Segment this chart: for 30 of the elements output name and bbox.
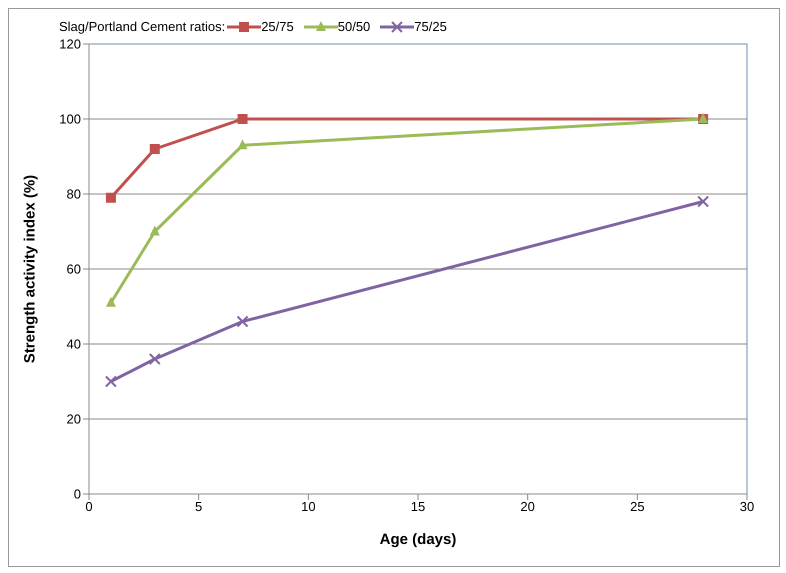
y-tick-label: 80 [66,186,81,202]
x-tick-label: 15 [410,499,426,514]
y-axis-title: Strength activity index (%) [21,174,38,364]
y-tick-label: 60 [66,262,81,277]
legend-title: Slag/Portland Cement ratios: [59,19,226,34]
point [238,114,248,124]
point [236,316,249,328]
point [150,144,160,154]
legend-label: 25/75 [261,19,294,34]
point [150,226,160,236]
x-tick-label: 20 [520,499,535,514]
legend-label: 50/50 [338,19,370,34]
point [104,376,117,388]
x-tick-label: 10 [301,499,316,514]
y-tick-label: 20 [66,412,81,427]
point [697,196,710,208]
legend-label: 75/25 [414,19,447,34]
y-tick-label: 100 [59,112,81,127]
x-tick-label: 30 [740,499,754,514]
y-tick-label: 120 [59,36,81,52]
point [238,139,248,150]
y-tick-label: 0 [74,486,81,502]
point [148,353,161,365]
x-axis-title: Age (days) [380,531,456,548]
x-tick-label: 0 [85,499,93,514]
x-tick-label: 25 [630,499,645,514]
y-tick-label: 40 [66,336,81,352]
point [106,192,116,203]
x-tick-label: 5 [195,499,202,514]
point [106,296,116,307]
